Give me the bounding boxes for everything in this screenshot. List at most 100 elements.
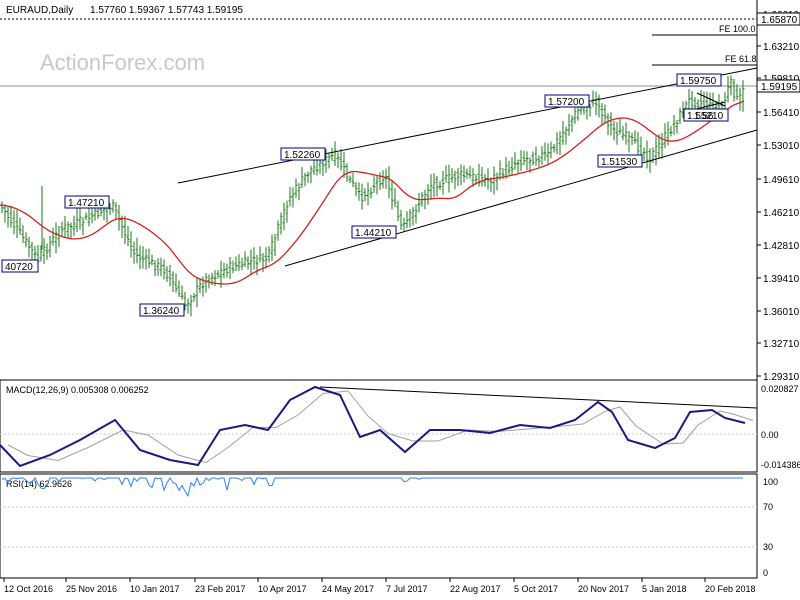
ohlc-bar — [84, 212, 88, 221]
ohlc-bar — [279, 212, 283, 235]
ohlc-bar — [516, 159, 520, 174]
ohlc-bar — [657, 134, 661, 158]
ohlc-bar — [12, 210, 16, 235]
ohlc-bar — [726, 76, 730, 103]
ohlc-bar — [48, 235, 52, 258]
ohlc-bar — [291, 187, 295, 208]
ohlc-bar — [147, 248, 151, 269]
ohlc-bar — [498, 160, 502, 181]
ohlc-bar — [300, 167, 304, 189]
ohlc-bar — [606, 113, 610, 136]
ohlc-bar — [462, 165, 466, 183]
ohlc-bar — [396, 200, 400, 222]
ohlc-bar — [24, 232, 28, 248]
rsi-tick-0: 0 — [763, 568, 768, 578]
ohlc-bar — [27, 236, 31, 258]
ohlc-bar — [534, 146, 538, 166]
label-144210: 1.44210 — [355, 228, 392, 239]
ohlc-bar — [603, 104, 607, 124]
rsi-panel: RSI(14) 62.9626 100 70 30 0 — [0, 476, 778, 578]
ohlc-bar — [540, 146, 544, 165]
rsi-tick-30: 30 — [763, 542, 773, 552]
ohlc-bar — [513, 152, 517, 170]
ohlc-bar — [612, 120, 616, 141]
ohlc-bar — [129, 231, 133, 258]
price-tick-label: 1.56410 — [763, 108, 800, 119]
ohlc-bar — [192, 293, 196, 302]
label-box-144210 — [351, 225, 397, 239]
ohlc-bar — [411, 206, 415, 226]
label-box-155210 — [683, 108, 729, 122]
rsi-line — [1, 476, 743, 498]
ohlc-bar — [174, 273, 178, 293]
ohlc-bar — [342, 151, 346, 178]
date-tick-label: 10 Apr 2017 — [258, 584, 307, 594]
ohlc-bar — [444, 165, 448, 183]
label-box-151530 — [597, 154, 643, 168]
ohlc-bar — [9, 205, 13, 228]
ohlc-bar — [255, 254, 259, 276]
ohlc-bar — [120, 215, 124, 239]
ohlc-bar — [249, 249, 253, 275]
fe-level-price: 1.65870 — [761, 15, 798, 26]
price-tick-label: 1.49610 — [763, 175, 800, 186]
ohlc-bar — [69, 222, 73, 239]
ohlc-bar — [591, 90, 595, 107]
fe-level-price-box — [756, 12, 800, 26]
ohlc-bar — [561, 121, 565, 145]
ohlc-bar — [234, 256, 238, 272]
date-axis: 12 Oct 2016 25 Nov 2016 10 Jan 2017 23 Feb … — [0, 577, 757, 594]
ohlc-bar — [552, 143, 556, 153]
ohlc-bar — [51, 227, 55, 246]
ohlc-bar — [387, 166, 391, 199]
macd-panel: MACD(12,26,9) 0.005308 0.006252 0.020827… — [0, 384, 800, 470]
price-tick-label: 1.32710 — [763, 339, 800, 350]
ohlc-bar — [450, 168, 454, 183]
price-tick-label: 1.63210 — [763, 42, 800, 53]
ohlc-bar — [33, 245, 37, 260]
ohlc-bar — [198, 278, 202, 294]
label-157200: 1.57200 — [548, 97, 585, 108]
ohlc-bar — [510, 157, 514, 176]
date-tick-label: 20 Feb 2018 — [705, 584, 756, 594]
ohlc-bar — [240, 257, 244, 271]
ohlc-bar — [570, 115, 574, 133]
ohlc-bar — [30, 242, 34, 262]
ohlc-bar — [39, 245, 43, 262]
ohlc-bar — [135, 237, 139, 264]
ohlc-bar — [663, 123, 667, 149]
price-panel: ActionForex.com EURAUD,Daily 1.57760 1.5… — [0, 0, 800, 383]
date-tick-label: 25 Nov 2016 — [66, 584, 117, 594]
label-box-159750 — [676, 73, 722, 87]
ohlc-bar — [78, 207, 82, 230]
ohlc-bar — [624, 122, 628, 145]
ohlc-bar — [636, 131, 640, 156]
ohlc-bar — [618, 118, 622, 135]
ohlc-bar — [339, 148, 343, 171]
fe-100-label: FE 100.0 — [719, 24, 756, 34]
ohlc-bar — [276, 220, 280, 241]
date-tick-label: 12 Oct 2016 — [4, 584, 53, 594]
ohlc-bar — [630, 132, 634, 146]
ohlc-bar — [504, 156, 508, 180]
ohlc-bar — [330, 147, 334, 161]
ohlc-bar — [3, 204, 7, 223]
label-159750: 1.59750 — [680, 76, 717, 87]
date-tick-label: 7 Jul 2017 — [386, 584, 428, 594]
ohlc-bar — [18, 217, 22, 235]
ohlc-bar — [186, 298, 190, 314]
ohlc-bar — [132, 241, 136, 264]
ohlc-bar — [54, 222, 58, 254]
ohlc-bar — [627, 131, 631, 153]
ohlc-bar — [126, 226, 130, 247]
ohlc-bar — [360, 183, 364, 210]
ohlc-bar — [162, 259, 166, 280]
ohlc-bar — [60, 221, 64, 236]
ohlc-bar — [123, 215, 127, 244]
ohlc-bar — [732, 78, 736, 102]
ohlc-bar — [435, 175, 439, 197]
label-155210: 1.55210 — [687, 111, 724, 122]
ohlc-bar — [456, 167, 460, 186]
ohlc-bar — [354, 181, 358, 197]
